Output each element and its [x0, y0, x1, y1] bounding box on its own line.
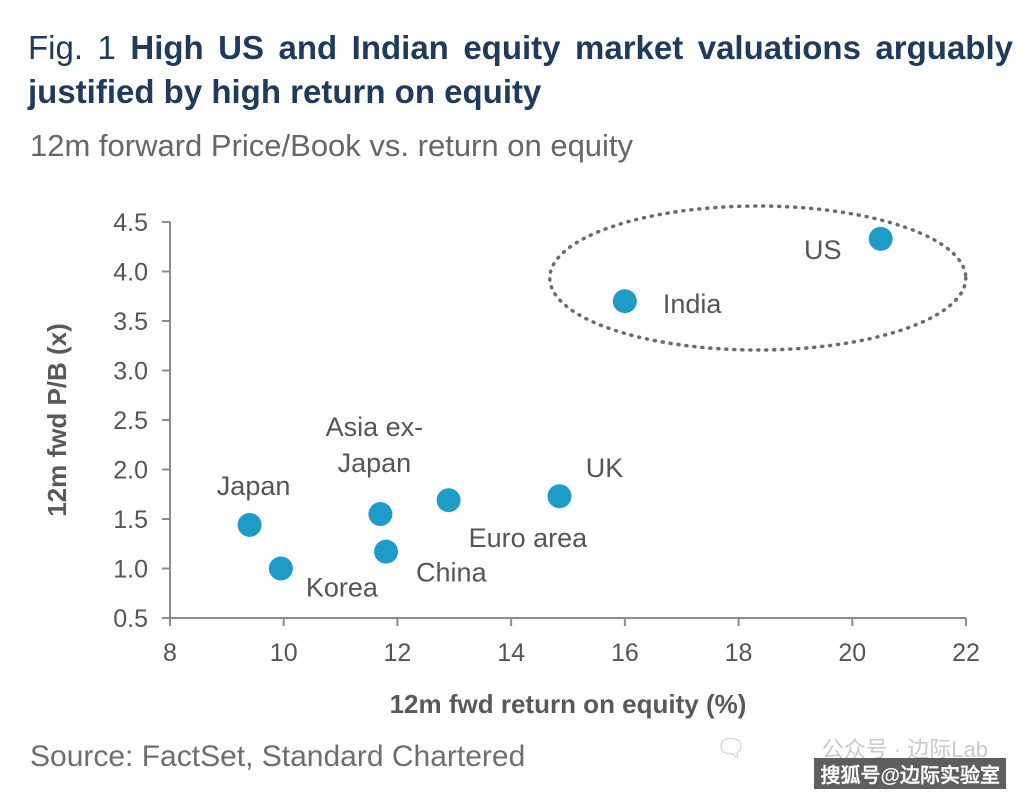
- point-label-uk: UK: [586, 453, 624, 483]
- y-tick-label: 2.0: [113, 457, 148, 485]
- y-tick-label: 4.5: [113, 209, 148, 237]
- point-euro-area: [436, 488, 461, 513]
- x-tick-label: 22: [952, 639, 980, 667]
- highlight-ellipse: [548, 204, 968, 352]
- point-label-line: Asia ex-: [326, 412, 424, 442]
- point-uk: [547, 484, 572, 509]
- point-label-line: Japan: [217, 471, 291, 501]
- x-tick-label: 16: [611, 639, 639, 667]
- source-note: Source: FactSet, Standard Chartered: [30, 740, 526, 773]
- data-points: US India UK Euro area Asia ex- Japan China Japa…: [217, 226, 893, 603]
- axes: 8 10 12 14 16 18 20 22 0.5 1.0 1.5 2.0 2.5 3.0 3.5 4.0 4…: [113, 209, 980, 667]
- y-tick-label: 4.0: [113, 259, 148, 287]
- point-label-line: India: [663, 289, 723, 319]
- watermark: 🗨 公众号 · 边际Lab 搜狐号@边际实验室: [716, 728, 1006, 789]
- y-tick-label: 1.5: [113, 506, 148, 534]
- point-label-korea: Korea: [306, 573, 379, 603]
- figure-label: Fig. 1: [28, 29, 116, 66]
- x-tick-label: 8: [163, 639, 177, 667]
- chart-title: Fig. 1 High US and Indian equity market …: [28, 26, 1013, 114]
- watermark-account: 公众号 · 边际Lab: [821, 737, 988, 762]
- x-axis-title: 12m fwd return on equity (%): [390, 689, 747, 719]
- point-label-line: Euro area: [469, 523, 589, 553]
- y-tick-label: 3.5: [113, 308, 148, 336]
- x-tick-label: 14: [497, 639, 525, 667]
- y-tick-label: 3.0: [113, 358, 148, 386]
- point-label-line: Korea: [306, 573, 379, 603]
- chat-bubble-icon: 🗨: [716, 735, 747, 762]
- point-japan: [237, 512, 262, 537]
- point-label-euro-area: Euro area: [469, 523, 589, 553]
- point-label-line: US: [804, 235, 842, 265]
- watermark-handle: 搜狐号@边际实验室: [814, 758, 1006, 789]
- point-label-line: Japan: [338, 448, 412, 478]
- x-tick-label: 12: [384, 639, 412, 667]
- y-tick-label: 2.5: [113, 407, 148, 435]
- point-label-us: US: [804, 235, 842, 265]
- x-tick-label: 20: [838, 639, 866, 667]
- x-tick-label: 18: [725, 639, 753, 667]
- point-us: [868, 226, 893, 251]
- point-korea: [268, 556, 293, 581]
- point-label-line: China: [416, 558, 488, 588]
- point-asia-ex-japan: [368, 502, 393, 527]
- point-label-japan: Japan: [217, 471, 291, 501]
- point-label-asia-ex-japan: Asia ex- Japan: [326, 412, 424, 478]
- y-axis-title: 12m fwd P/B (x): [42, 323, 72, 517]
- point-label-line: UK: [586, 453, 624, 483]
- title-text: High US and Indian equity market valuati…: [28, 29, 1013, 110]
- y-tick-label: 1.0: [113, 556, 148, 584]
- chart-subtitle: 12m forward Price/Book vs. return on equ…: [30, 128, 634, 163]
- x-tick-label: 10: [270, 639, 298, 667]
- point-india: [612, 289, 637, 314]
- point-label-india: India: [663, 289, 723, 319]
- annotation-layer: [548, 204, 968, 352]
- point-china: [374, 539, 399, 564]
- point-label-china: China: [416, 558, 488, 588]
- y-tick-label: 0.5: [113, 605, 148, 633]
